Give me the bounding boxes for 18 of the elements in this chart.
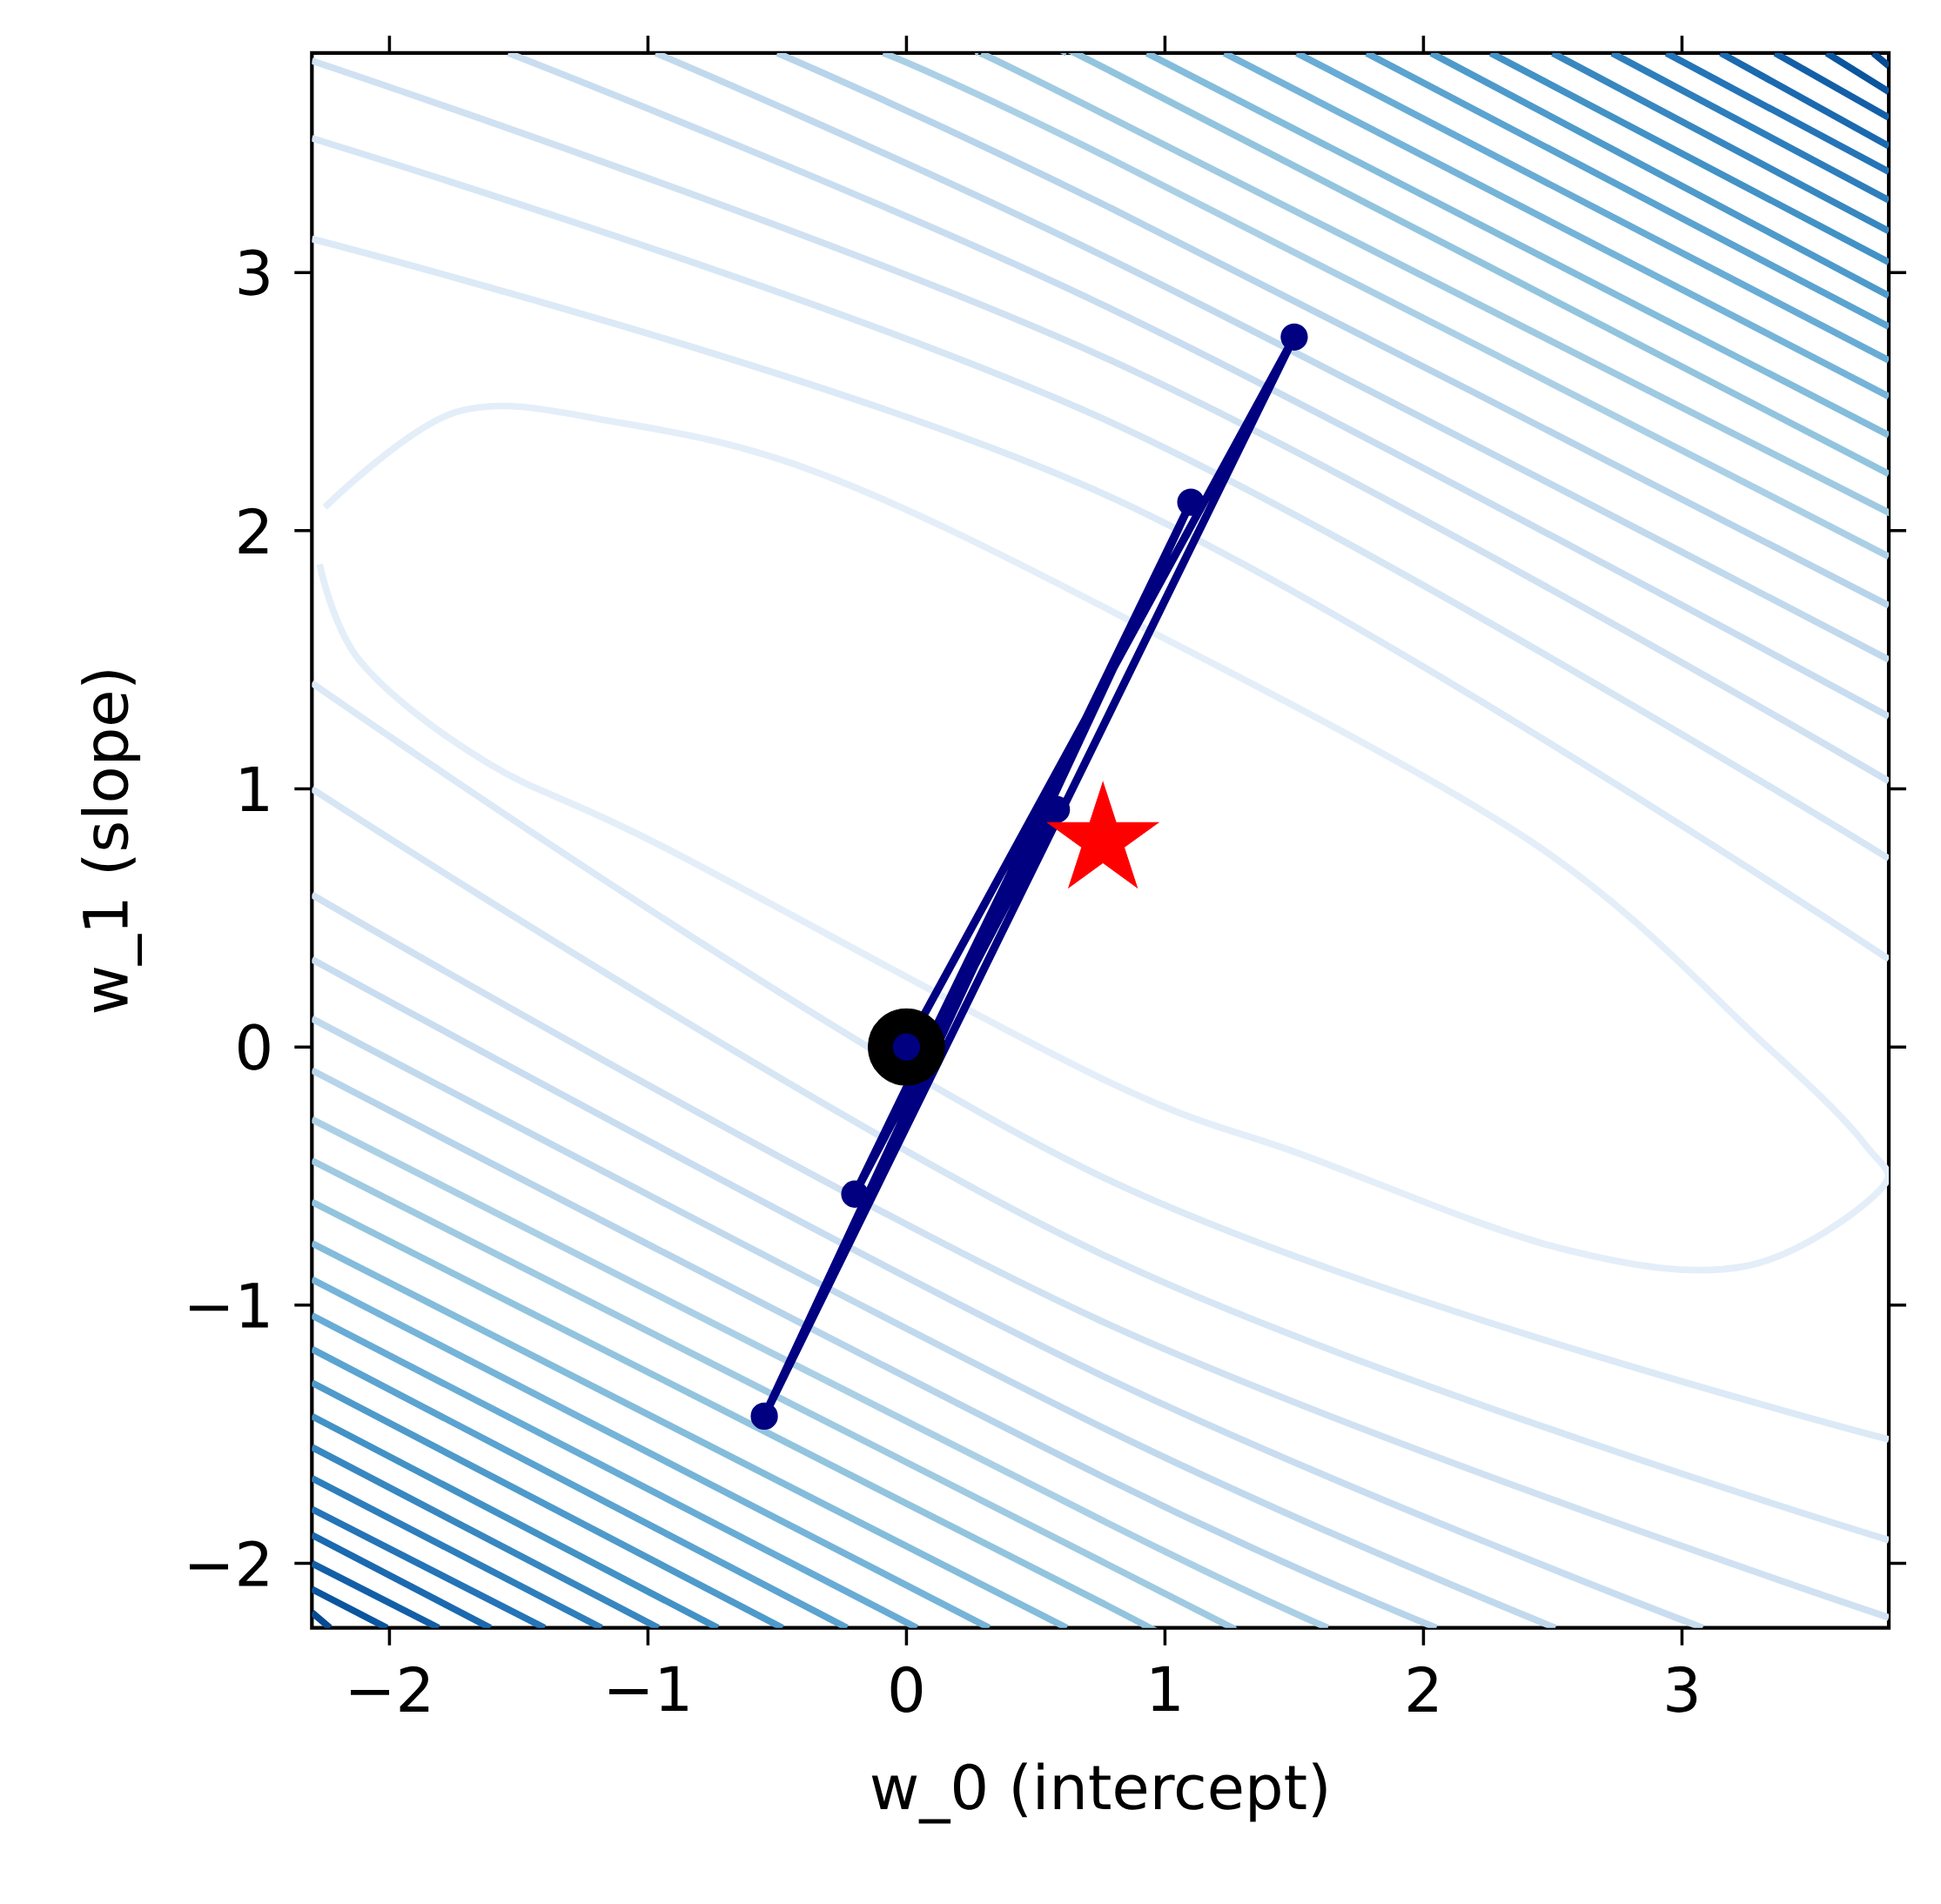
y-tick-label: 3 [238, 249, 269, 296]
x-tick-label: 2 [1408, 1666, 1437, 1713]
point [841, 1180, 869, 1209]
x-tick-label: 3 [1667, 1666, 1697, 1713]
x-tick-label: −2 [351, 1666, 429, 1713]
y-tick-label: −1 [190, 1283, 268, 1328]
y-tick-label: 0 [238, 1023, 270, 1070]
y-axis-title: w_1 (slope) [81, 671, 143, 1013]
x-tick-label: −1 [609, 1666, 688, 1712]
x-tick-label: 0 [890, 1666, 923, 1713]
point [750, 1402, 778, 1431]
y-tick-label: 2 [238, 507, 268, 554]
x-axis-title: w_0 (intercept) [871, 1762, 1326, 1824]
y-tick-label: 1 [241, 767, 268, 812]
x-tick-label: 1 [1152, 1666, 1179, 1712]
y-tick-label: −2 [190, 1540, 268, 1586]
point [1280, 323, 1308, 352]
point [1177, 488, 1205, 517]
